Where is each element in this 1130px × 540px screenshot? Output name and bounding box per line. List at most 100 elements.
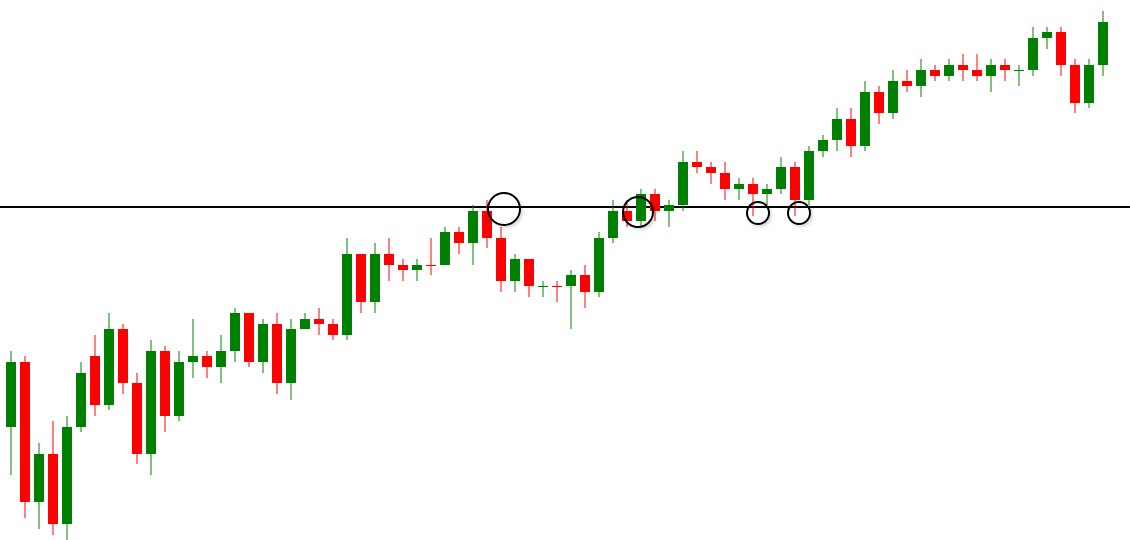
candle-body (370, 254, 380, 303)
candle-wick (543, 281, 544, 297)
candle-body (1070, 65, 1080, 103)
candle-body (538, 286, 548, 287)
candle (412, 0, 422, 540)
candle (1014, 0, 1024, 540)
candle-wick (557, 281, 558, 303)
candle (468, 0, 478, 540)
candle-body (1084, 65, 1094, 103)
candle-body (76, 373, 86, 427)
candle (216, 0, 226, 540)
candle (608, 0, 618, 540)
candle (552, 0, 562, 540)
candle (90, 0, 100, 540)
candle (34, 0, 44, 540)
candle-body (1000, 65, 1010, 70)
candle-body (580, 275, 590, 291)
candle (930, 0, 940, 540)
candle (174, 0, 184, 540)
candle-body (496, 238, 506, 281)
candle-body (300, 319, 310, 330)
candle (6, 0, 16, 540)
marker-circle (746, 201, 770, 225)
candle (286, 0, 296, 540)
candle-body (328, 324, 338, 335)
candle-body (90, 356, 100, 405)
candle-wick (1005, 59, 1006, 81)
candle (342, 0, 352, 540)
candle-body (986, 65, 996, 76)
candle-body (706, 167, 716, 172)
candle (104, 0, 114, 540)
candle (482, 0, 492, 540)
candle-body (510, 259, 520, 281)
candle-body (468, 211, 478, 243)
candle (398, 0, 408, 540)
candle-body (1098, 22, 1108, 65)
candle-body (454, 232, 464, 243)
candle (734, 0, 744, 540)
candle (1000, 0, 1010, 540)
candle-body (832, 119, 842, 141)
candle (146, 0, 156, 540)
candle-body (1028, 38, 1038, 70)
candle-wick (1047, 27, 1048, 49)
candle (426, 0, 436, 540)
candle-body (608, 211, 618, 238)
candle-body (944, 65, 954, 76)
candle-body (6, 362, 16, 427)
candle (160, 0, 170, 540)
candle (300, 0, 310, 540)
candle-body (188, 356, 198, 361)
candle (818, 0, 828, 540)
candle (132, 0, 142, 540)
candle-body (552, 286, 562, 287)
candle (902, 0, 912, 540)
candle-body (1042, 32, 1052, 37)
candle (328, 0, 338, 540)
candle-body (216, 351, 226, 367)
candle-body (244, 313, 254, 362)
candle (790, 0, 800, 540)
candle-body (902, 81, 912, 86)
candle-wick (403, 259, 404, 281)
candle-body (48, 454, 58, 524)
candle-body (118, 329, 128, 383)
candle-body (790, 167, 800, 199)
candle-body (160, 351, 170, 416)
candle-body (174, 362, 184, 416)
candle (678, 0, 688, 540)
candle (580, 0, 590, 540)
candle (762, 0, 772, 540)
candle (916, 0, 926, 540)
candle-body (566, 275, 576, 286)
candle (692, 0, 702, 540)
candle (986, 0, 996, 540)
candle (496, 0, 506, 540)
candle-body (1056, 32, 1066, 64)
marker-circle (487, 192, 521, 226)
candle (874, 0, 884, 540)
candle-wick (977, 54, 978, 81)
candle-body (916, 70, 926, 86)
candle-wick (767, 184, 768, 206)
candle (384, 0, 394, 540)
candle-body (258, 324, 268, 362)
candle-wick (431, 238, 432, 276)
candle-body (356, 254, 366, 303)
candle (1056, 0, 1066, 540)
candle-body (678, 162, 688, 205)
candle (804, 0, 814, 540)
candle (958, 0, 968, 540)
candle (664, 0, 674, 540)
candle-body (762, 189, 772, 194)
candle (566, 0, 576, 540)
candle (440, 0, 450, 540)
candle (454, 0, 464, 540)
candle-body (958, 65, 968, 70)
candle (860, 0, 870, 540)
candle (20, 0, 30, 540)
candle-body (286, 329, 296, 383)
candle (510, 0, 520, 540)
candle-body (20, 362, 30, 502)
candle (888, 0, 898, 540)
